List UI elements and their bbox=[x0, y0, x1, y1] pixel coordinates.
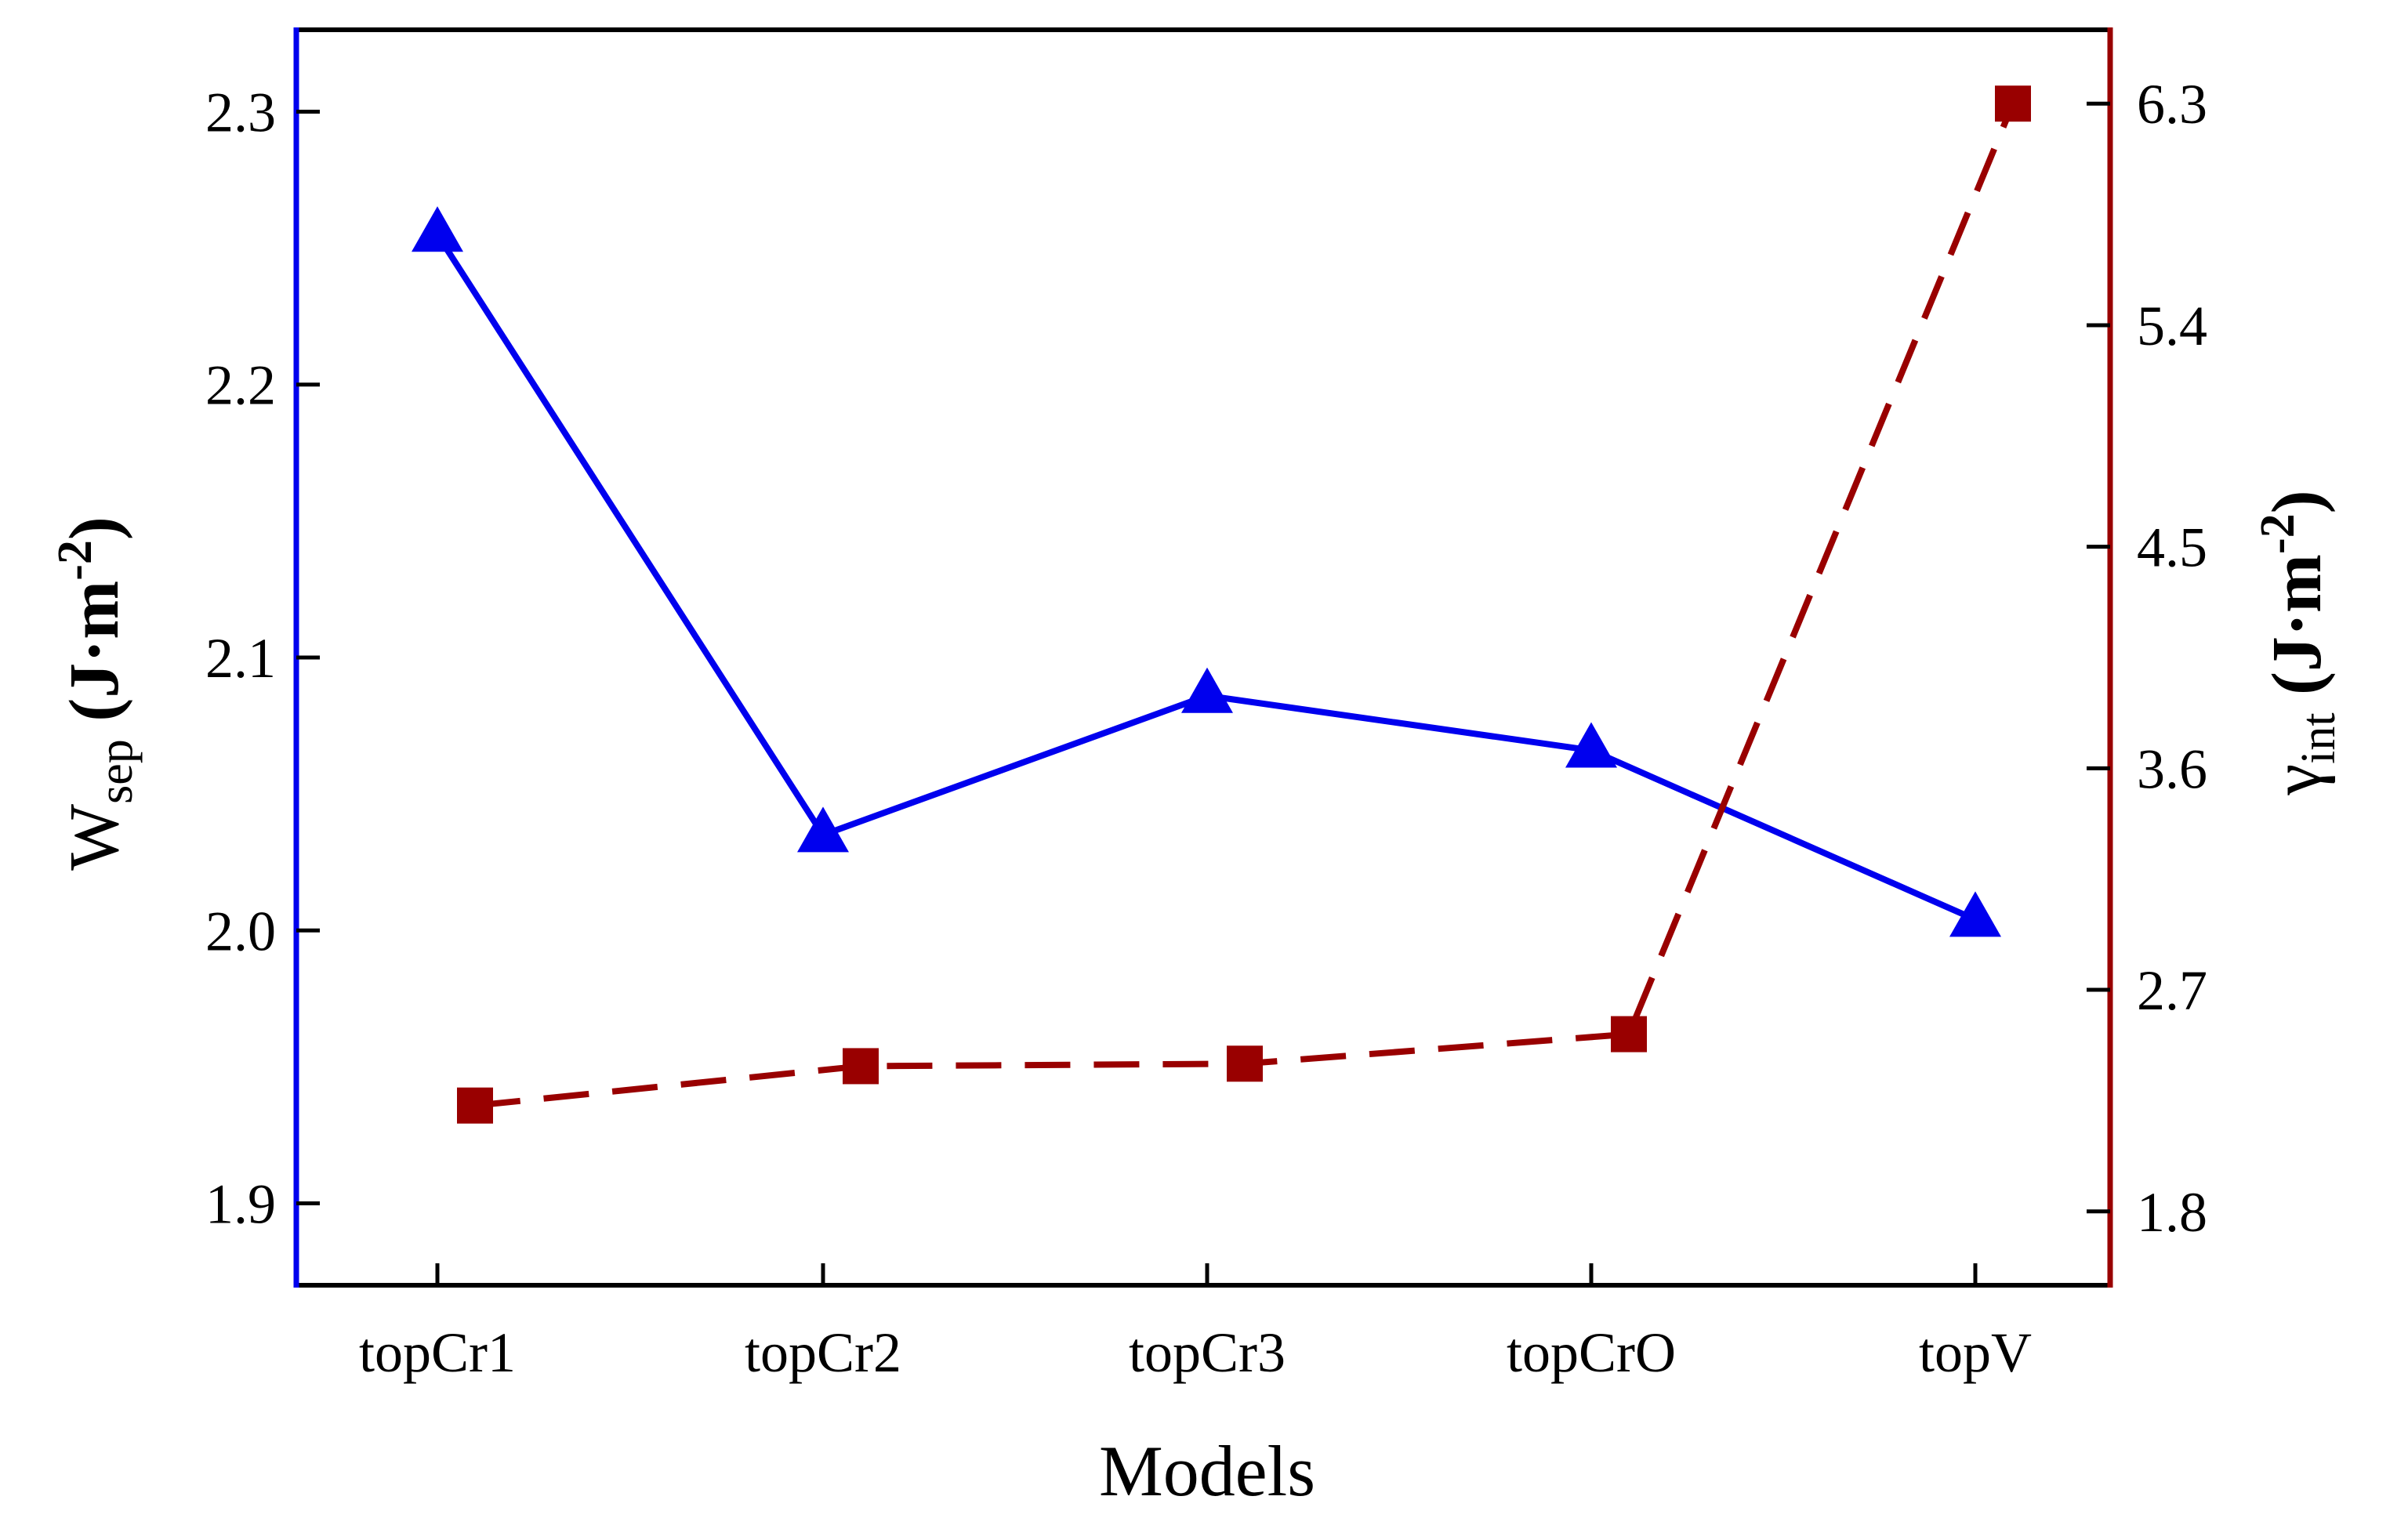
square-marker bbox=[457, 1087, 493, 1124]
series-layer bbox=[412, 85, 2031, 1124]
triangle-marker bbox=[1949, 891, 2001, 937]
triangle-marker bbox=[1565, 722, 1617, 768]
right-y-axis-title-sub: int bbox=[2292, 712, 2345, 763]
square-marker bbox=[1995, 85, 2031, 122]
left-y-axis-title: Wsep (J·m-2) bbox=[49, 516, 143, 871]
left-y-tick-label: 2.0 bbox=[205, 900, 276, 962]
x-tick-label: topCr1 bbox=[359, 1321, 516, 1384]
plot-frame bbox=[296, 27, 2110, 1288]
square-marker bbox=[1227, 1045, 1263, 1082]
triangle-marker bbox=[1181, 667, 1233, 713]
right-y-axis-title-unit: (J·m bbox=[2258, 554, 2336, 712]
right-y-tick-label: 6.3 bbox=[2137, 73, 2207, 136]
left-y-axis-title-exp: -2 bbox=[49, 540, 102, 581]
left-y-tick-label: 2.1 bbox=[205, 627, 276, 690]
right-y-tick-label: 2.7 bbox=[2137, 959, 2207, 1022]
series-line bbox=[474, 102, 2016, 1109]
x-tick-label: topCr3 bbox=[1129, 1321, 1286, 1384]
right-y-axis: 1.8 2.7 3.6 4.5 5.4 6.3 bbox=[2087, 27, 2207, 1288]
left-y-axis-title-sub: sep bbox=[89, 739, 143, 804]
left-y-axis-title-close: ) bbox=[56, 516, 133, 540]
right-y-tick-label: 4.5 bbox=[2137, 516, 2207, 579]
square-marker bbox=[1611, 1016, 1647, 1052]
right-y-axis-title-exp: -2 bbox=[2251, 513, 2305, 554]
x-axis: topCr1 topCr2 topCr3 topCrO topV bbox=[359, 1263, 2032, 1384]
square-marker bbox=[843, 1048, 879, 1085]
right-y-axis-title-close: ) bbox=[2258, 490, 2336, 513]
triangle-marker bbox=[797, 806, 849, 853]
left-y-axis-title-main: W bbox=[56, 804, 133, 871]
left-y-axis: 1.9 2.0 2.1 2.2 2.3 bbox=[205, 27, 320, 1288]
x-tick-label: topV bbox=[1919, 1321, 2032, 1384]
x-axis-title: Models bbox=[1099, 1431, 1315, 1511]
right-y-axis-title-main: γ bbox=[2258, 764, 2336, 796]
left-y-tick-label: 1.9 bbox=[205, 1173, 276, 1236]
left-y-tick-label: 2.3 bbox=[205, 81, 276, 143]
left-y-axis-title-unit: (J·m bbox=[56, 581, 133, 739]
x-tick-label: topCr2 bbox=[745, 1321, 901, 1384]
series-gamma-int bbox=[457, 85, 2031, 1124]
series-wsep bbox=[412, 206, 2001, 937]
right-y-tick-label: 5.4 bbox=[2137, 295, 2207, 357]
x-tick-label: topCrO bbox=[1507, 1321, 1676, 1384]
left-y-tick-label: 2.2 bbox=[205, 354, 276, 417]
right-y-tick-label: 3.6 bbox=[2137, 737, 2207, 800]
triangle-marker bbox=[412, 206, 463, 252]
right-y-axis-title: γint (J·m-2) bbox=[2251, 490, 2345, 795]
series-line bbox=[434, 233, 1977, 922]
right-y-tick-label: 1.8 bbox=[2137, 1181, 2207, 1244]
